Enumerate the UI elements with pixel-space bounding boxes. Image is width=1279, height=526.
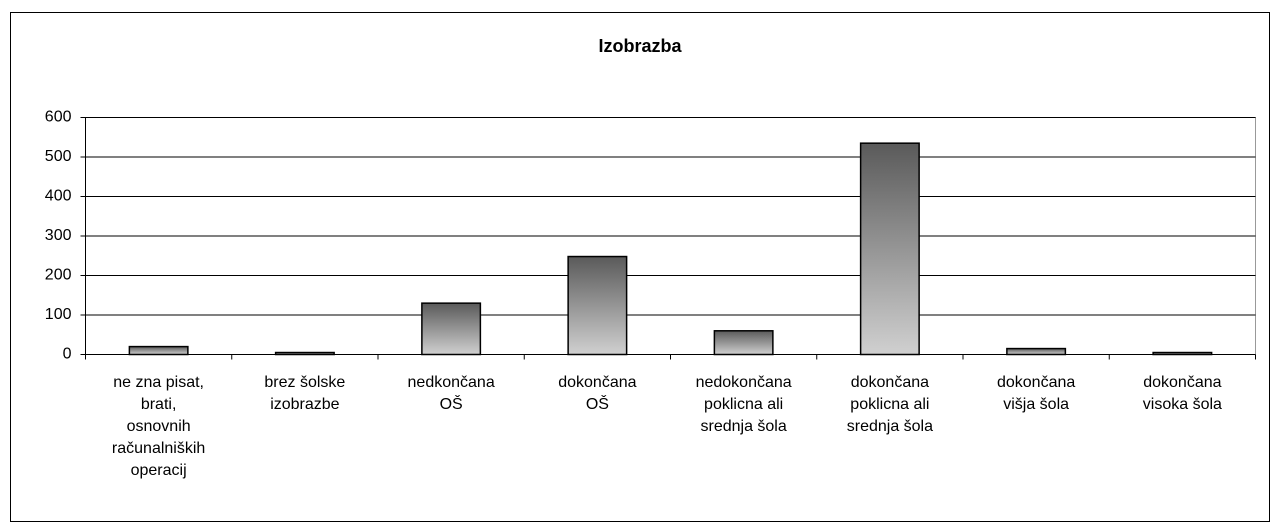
bar bbox=[128, 345, 189, 356]
y-tick-label: 100 bbox=[45, 306, 72, 323]
y-tick-label: 500 bbox=[45, 148, 72, 165]
bar bbox=[567, 255, 628, 356]
y-tick-label: 600 bbox=[45, 109, 72, 126]
x-tick-label: dokončana OŠ bbox=[558, 373, 637, 413]
y-tick-label: 400 bbox=[45, 188, 72, 205]
x-tick-label: nedokončana poklicna ali srednja šola bbox=[695, 373, 792, 435]
y-tick-label: 300 bbox=[45, 227, 72, 244]
x-tick-label: dokončana poklicna ali srednja šola bbox=[846, 373, 934, 435]
bar bbox=[859, 142, 920, 356]
y-tick-label: 200 bbox=[45, 267, 72, 284]
chart-title: Izobrazba bbox=[598, 36, 682, 56]
x-tick-label: dokončana visoka šola bbox=[1142, 373, 1222, 413]
y-tick-label: 0 bbox=[63, 346, 72, 363]
x-tick-label: ne zna pisat, brati, osnovnih računalniš… bbox=[111, 373, 206, 479]
bar bbox=[421, 302, 482, 356]
x-tick-label: nedkončana OŠ bbox=[407, 373, 495, 413]
bar bbox=[713, 330, 774, 356]
x-tick-label: brez šolske izobrazbe bbox=[264, 373, 346, 413]
x-tick-label: dokončana višja šola bbox=[996, 373, 1076, 413]
bar bbox=[1006, 347, 1067, 356]
